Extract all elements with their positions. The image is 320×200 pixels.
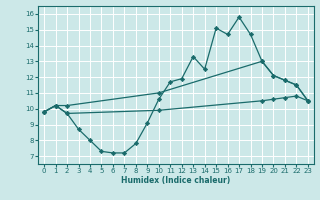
X-axis label: Humidex (Indice chaleur): Humidex (Indice chaleur) bbox=[121, 176, 231, 185]
